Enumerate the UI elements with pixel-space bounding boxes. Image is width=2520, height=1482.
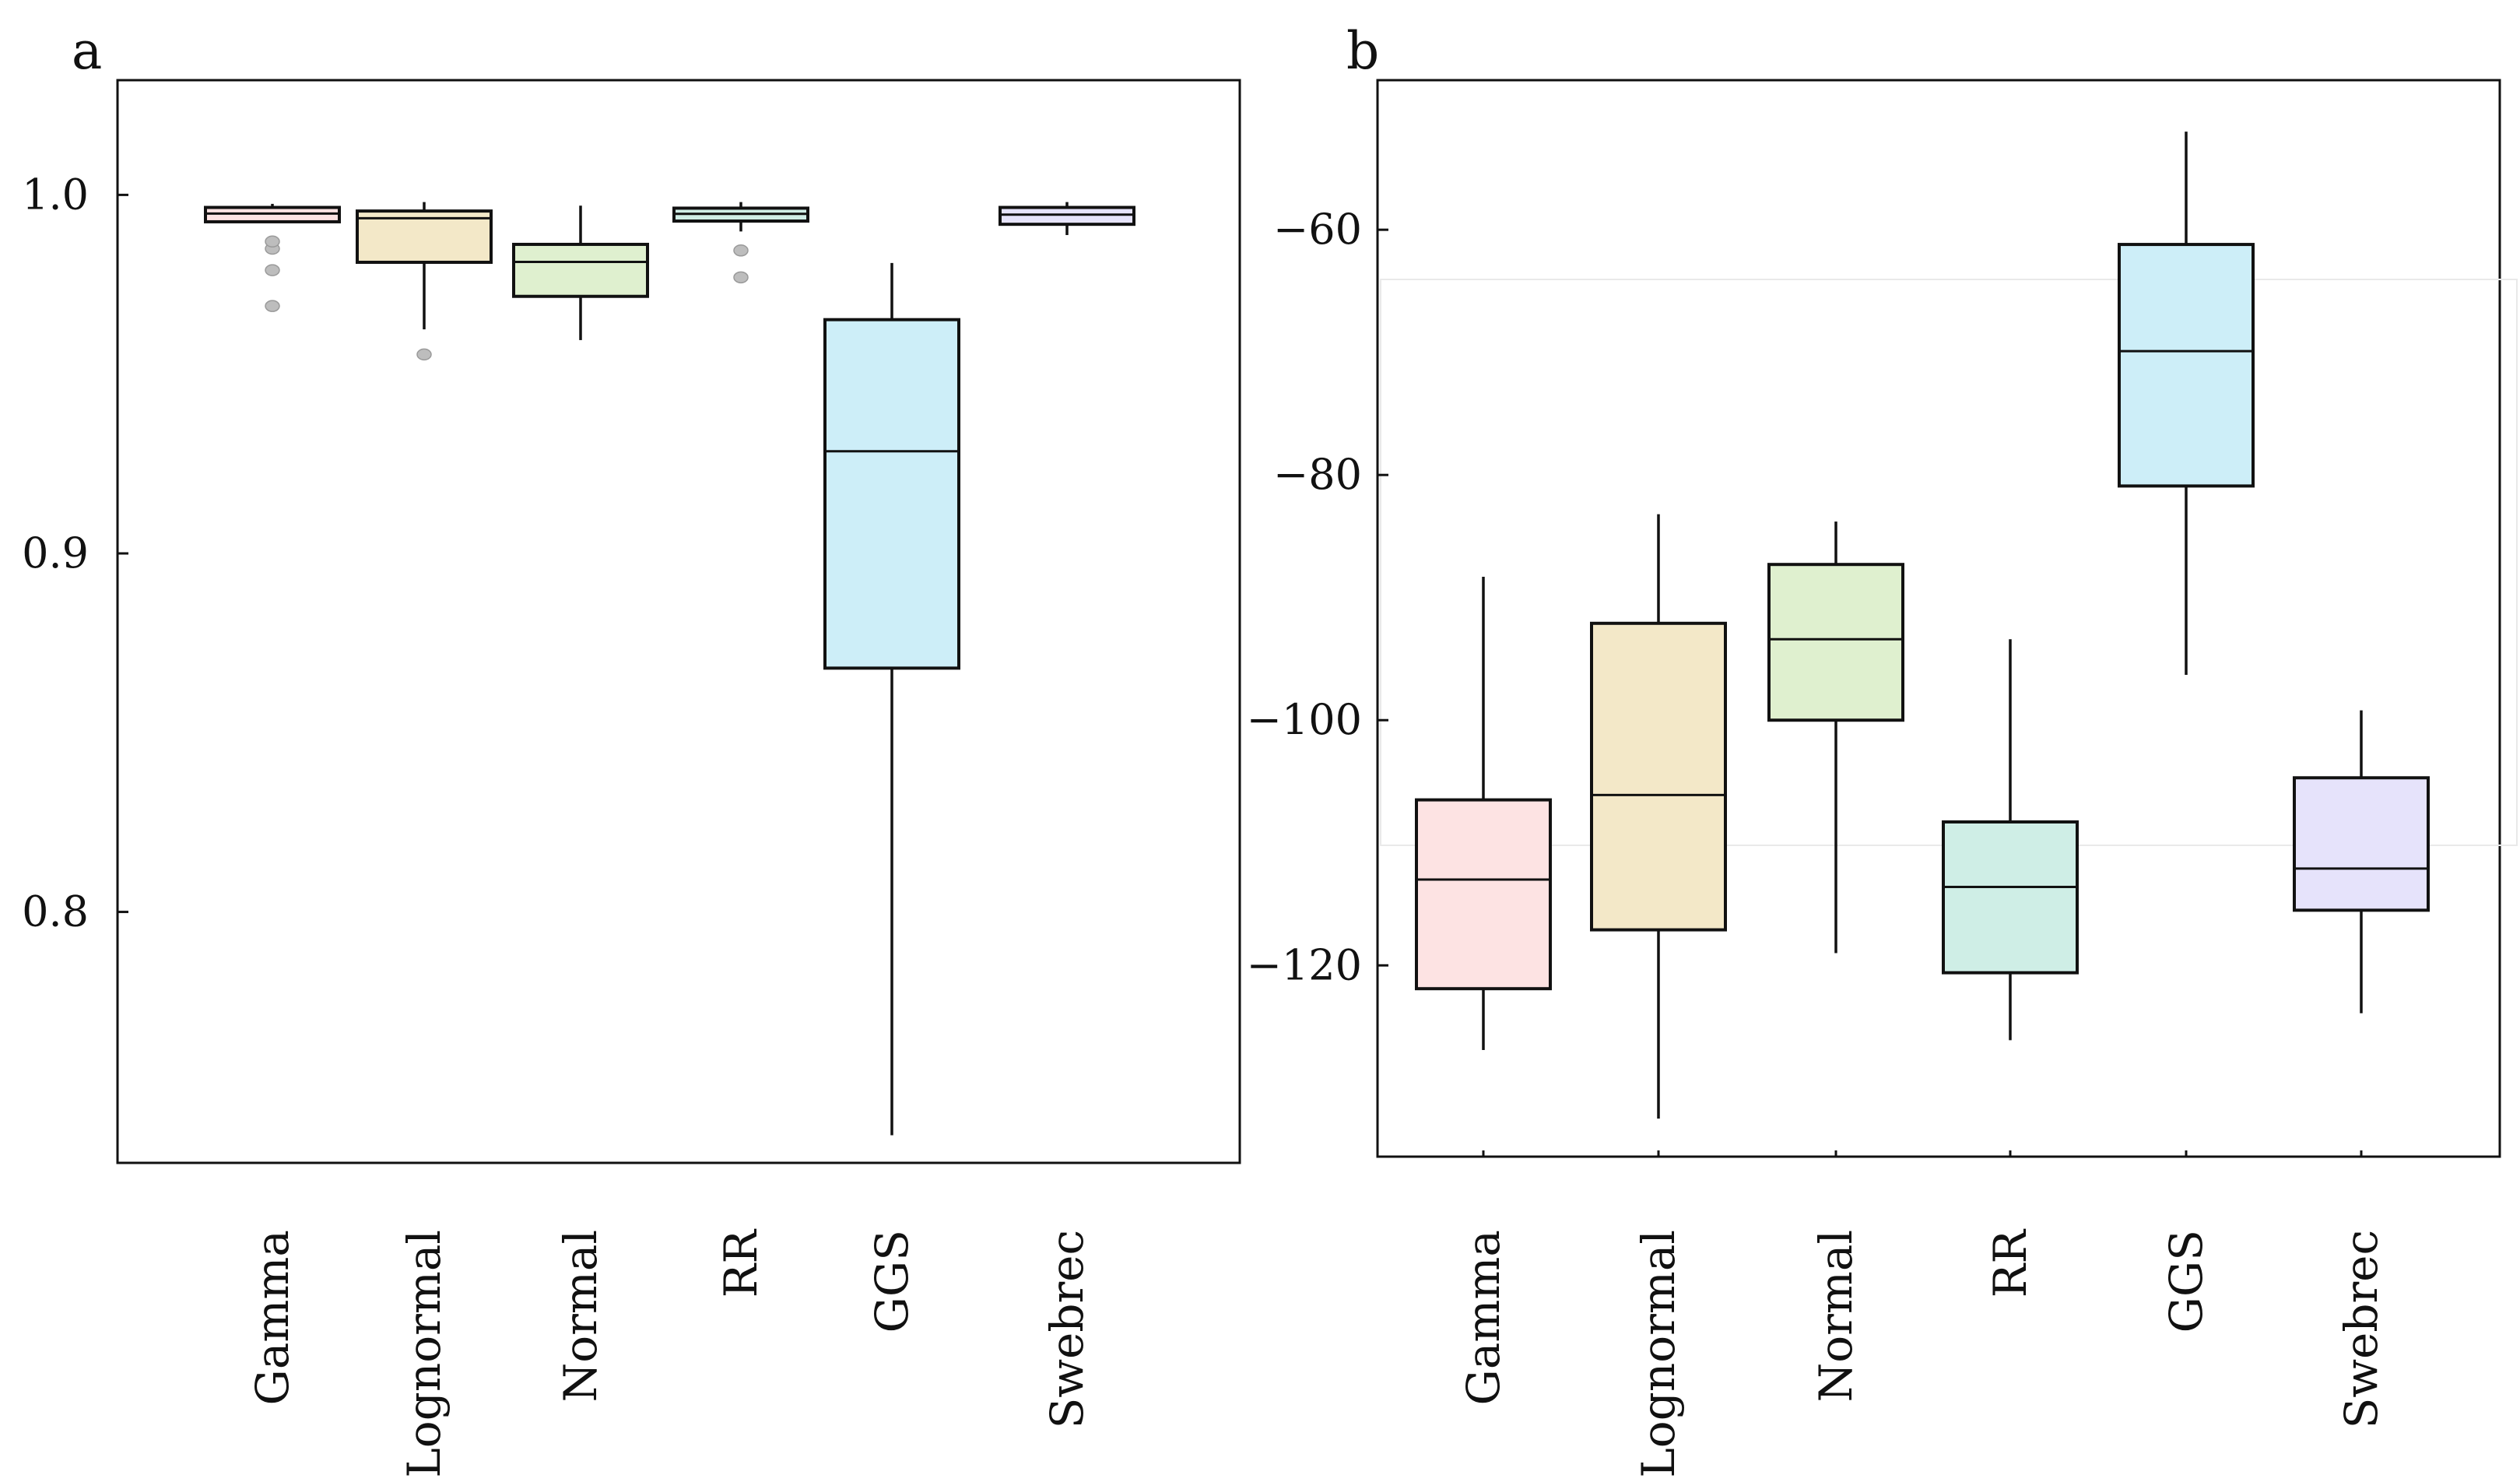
panel-b-letter: b [1346, 21, 1379, 81]
outlier-point [733, 271, 749, 284]
panel-a-category-label: RR [714, 1228, 767, 1298]
panel-a-letter: a [72, 21, 102, 81]
box-iqr [1415, 798, 1552, 991]
outlier-point [265, 300, 280, 312]
panel-a-category-label: Gamma [246, 1230, 299, 1406]
panel-a-category-label: Normal [554, 1230, 607, 1403]
panel-a-plot-frame [116, 79, 1241, 1164]
box-iqr [356, 209, 493, 264]
panel-b-ytick-label: −120 [1247, 940, 1362, 989]
panel-b-box-lognormal [1590, 514, 1727, 1119]
outlier-point [416, 348, 432, 361]
box-iqr [823, 318, 960, 670]
panel-a-ytick-label: 1.0 [22, 170, 89, 219]
outlier-point [265, 264, 280, 276]
panel-b-box-normal [1767, 522, 1904, 953]
panel-a-box-swebrec [999, 202, 1135, 235]
panel-a-category-label: GGS [865, 1230, 918, 1333]
panel-b-category-label: GGS [2160, 1230, 2213, 1333]
outlier-point [265, 235, 280, 248]
panel-a-category-label: Swebrec [1041, 1230, 1093, 1428]
panel-b-category-label: Lognormal [1632, 1230, 1685, 1478]
panel-a-box-normal [512, 205, 649, 340]
panel-b-ytick-label: −80 [1273, 450, 1362, 499]
panel-b-ytick-label: −60 [1273, 205, 1362, 254]
box-iqr [512, 242, 649, 298]
panel-a-ytick-label: 0.8 [22, 887, 89, 936]
panel-b-box-ggs [2118, 132, 2255, 675]
box-iqr [999, 205, 1135, 227]
panel-a-box-gamma [204, 203, 341, 312]
panel-a-ytick-label: 0.9 [22, 529, 89, 578]
panel-b-box-rr [1942, 639, 2079, 1041]
panel-a-box-ggs [823, 262, 960, 1136]
panel-b-highlight-region [1380, 279, 2518, 846]
box-iqr [1590, 621, 1727, 932]
panel-b-category-label: Gamma [1457, 1230, 1510, 1406]
panel-b-category-label: Swebrec [2335, 1230, 2388, 1428]
panel-b-ytick-label: −100 [1247, 695, 1362, 744]
box-iqr [1767, 563, 1904, 722]
box-iqr [1942, 820, 2079, 975]
outlier-point [733, 244, 749, 257]
panel-b-box-gamma [1415, 576, 1552, 1050]
panel-b-category-label: RR [1984, 1228, 2037, 1298]
box-iqr [2293, 776, 2430, 912]
panel-b-category-label: Normal [1809, 1230, 1862, 1403]
panel-a: a 0.8 0.9 1.0 Gamma Lognormal Normal RR GGS Sweb… [22, 21, 1241, 1478]
panel-b: b −120 −100 −80 −60 Gamma Lognormal Normal RR GG… [1247, 21, 2518, 1478]
panel-a-category-label: Lognormal [398, 1230, 451, 1478]
box-iqr [2118, 243, 2255, 488]
panel-a-box-rr [672, 202, 809, 284]
panel-a-box-lognormal [356, 202, 493, 361]
panel-b-box-swebrec [2293, 710, 2430, 1013]
panel-b-plot-frame [1376, 79, 2501, 1158]
